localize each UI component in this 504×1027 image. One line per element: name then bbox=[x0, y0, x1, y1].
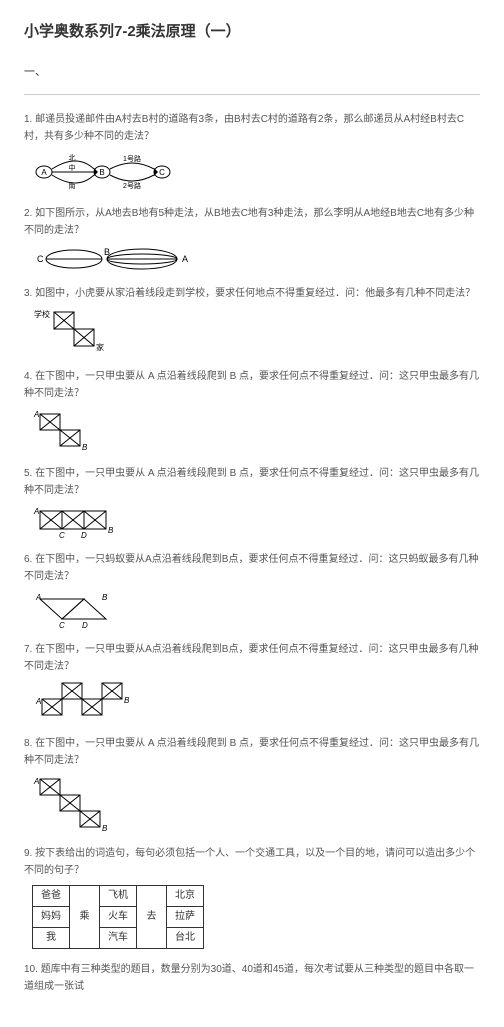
question-1: 1. 邮递员投递邮件由A村去B村的道路有3条，由B村去C村的道路有2条，那么邮递… bbox=[24, 111, 480, 193]
cell-vehicle: 飞机 bbox=[100, 885, 137, 906]
diagram-q8: A B bbox=[32, 775, 480, 833]
label-c: C bbox=[37, 254, 44, 264]
question-body: 如图中，小虎要从家沿着线段走到学校，要求任何地点不得重复经过．问：他最多有几种不… bbox=[35, 288, 475, 299]
cell-dest: 拉萨 bbox=[167, 906, 204, 927]
question-number: 8. bbox=[24, 738, 32, 749]
question-text: 3. 如图中，小虎要从家沿着线段走到学校，要求任何地点不得重复经过．问：他最多有… bbox=[24, 285, 480, 302]
diagram-q3: 学校 家 bbox=[32, 308, 480, 356]
sentence-table: 爸爸 乘 飞机 去 北京 妈妈 火车 拉萨 我 汽车 台北 bbox=[32, 885, 204, 949]
page-title: 小学奥数系列7-2乘法原理（一） bbox=[24, 20, 480, 44]
label-a: A bbox=[33, 777, 39, 786]
label-b: B bbox=[99, 168, 104, 177]
label-a: A bbox=[35, 697, 41, 706]
question-number: 2. bbox=[24, 208, 32, 219]
label-c: C bbox=[159, 168, 165, 177]
question-7: 7. 在下图中，一只甲虫要从A点沿着线段爬到B点，要求任何点不得重复经过．问：这… bbox=[24, 641, 480, 723]
cell-person: 我 bbox=[33, 927, 70, 948]
question-6: 6. 在下图中，一只蚂蚁要从A点沿着线段爬到B点，要求任何点不得重复经过．问：这… bbox=[24, 551, 480, 629]
question-body: 邮递员投递邮件由A村去B村的道路有3条，由B村去C村的道路有2条，那么邮递员从A… bbox=[24, 114, 464, 142]
question-text: 9. 按下表给出的词造句，每句必须包括一个人、一个交通工具，以及一个目的地，请问… bbox=[24, 845, 480, 879]
question-number: 4. bbox=[24, 371, 32, 382]
table-row: 妈妈 火车 拉萨 bbox=[33, 906, 204, 927]
question-9: 9. 按下表给出的词造句，每句必须包括一个人、一个交通工具，以及一个目的地，请问… bbox=[24, 845, 480, 949]
sentence-table-wrap: 爸爸 乘 飞机 去 北京 妈妈 火车 拉萨 我 汽车 台北 bbox=[32, 885, 480, 949]
question-number: 3. bbox=[24, 288, 32, 299]
question-text: 1. 邮递员投递邮件由A村去B村的道路有3条，由B村去C村的道路有2条，那么邮递… bbox=[24, 111, 480, 145]
label-c: C bbox=[59, 621, 65, 629]
label-c: C bbox=[59, 531, 65, 539]
section-divider bbox=[24, 94, 480, 95]
question-5: 5. 在下图中，一只甲虫要从 A 点沿着线段爬到 B 点，要求任何点不得重复经过… bbox=[24, 465, 480, 539]
label-a: A bbox=[35, 593, 41, 602]
label-mid: 中 bbox=[69, 163, 76, 172]
diagram-q1: A B C 北 中 南 1号路 2号路 bbox=[32, 151, 480, 193]
question-body: 在下图中，一只甲虫要从 A 点沿着线段爬到 B 点，要求任何点不得重复经过．问：… bbox=[24, 468, 479, 496]
label-a: A bbox=[33, 507, 39, 516]
label-road2: 2号路 bbox=[123, 181, 141, 190]
diagram-q5: A C D B bbox=[32, 505, 480, 539]
diagram-q6: A B C D bbox=[32, 591, 480, 629]
diagram-q4: A B bbox=[32, 408, 480, 453]
question-number: 1. bbox=[24, 114, 32, 125]
label-home: 家 bbox=[96, 342, 104, 352]
label-d: D bbox=[81, 531, 87, 539]
label-north: 北 bbox=[69, 154, 76, 162]
label-road1: 1号路 bbox=[123, 154, 141, 163]
question-body: 在下图中，一只甲虫要从A点沿着线段爬到B点，要求任何点不得重复经过．问：这只甲虫… bbox=[24, 644, 478, 672]
question-number: 7. bbox=[24, 644, 32, 655]
question-text: 5. 在下图中，一只甲虫要从 A 点沿着线段爬到 B 点，要求任何点不得重复经过… bbox=[24, 465, 480, 499]
cell-verb2: 去 bbox=[137, 885, 167, 948]
cell-dest: 北京 bbox=[167, 885, 204, 906]
cell-vehicle: 火车 bbox=[100, 906, 137, 927]
question-body: 如下图所示，从A地去B地有5种走法，从B地去C地有3种走法，那么李明从A地经B地… bbox=[24, 208, 474, 236]
section-label: 一、 bbox=[24, 64, 480, 82]
question-text: 10. 题库中有三种类型的题目，数量分别为30道、40道和45道，每次考试要从三… bbox=[24, 961, 480, 995]
question-text: 4. 在下图中，一只甲虫要从 A 点沿着线段爬到 B 点，要求任何点不得重复经过… bbox=[24, 368, 480, 402]
diagram-q2: C B A bbox=[32, 245, 480, 273]
label-b: B bbox=[102, 593, 108, 602]
table-row: 我 汽车 台北 bbox=[33, 927, 204, 948]
question-text: 2. 如下图所示，从A地去B地有5种走法，从B地去C地有3种走法，那么李明从A地… bbox=[24, 205, 480, 239]
question-8: 8. 在下图中，一只甲虫要从 A 点沿着线段爬到 B 点，要求任何点不得重复经过… bbox=[24, 735, 480, 833]
question-body: 在下图中，一只蚂蚁要从A点沿着线段爬到B点，要求任何点不得重复经过．问：这只蚂蚁… bbox=[24, 554, 478, 582]
label-a: A bbox=[33, 410, 39, 419]
question-3: 3. 如图中，小虎要从家沿着线段走到学校，要求任何地点不得重复经过．问：他最多有… bbox=[24, 285, 480, 356]
cell-dest: 台北 bbox=[167, 927, 204, 948]
question-number: 9. bbox=[24, 848, 32, 859]
label-a: A bbox=[182, 254, 188, 264]
question-text: 7. 在下图中，一只甲虫要从A点沿着线段爬到B点，要求任何点不得重复经过．问：这… bbox=[24, 641, 480, 675]
cell-person: 妈妈 bbox=[33, 906, 70, 927]
label-b: B bbox=[82, 443, 88, 452]
question-2: 2. 如下图所示，从A地去B地有5种走法，从B地去C地有3种走法，那么李明从A地… bbox=[24, 205, 480, 273]
diagram-q7: A B bbox=[32, 681, 480, 723]
label-a: A bbox=[41, 168, 47, 177]
cell-verb1: 乘 bbox=[70, 885, 100, 948]
label-b: B bbox=[108, 526, 114, 535]
question-text: 8. 在下图中，一只甲虫要从 A 点沿着线段爬到 B 点，要求任何点不得重复经过… bbox=[24, 735, 480, 769]
question-number: 10. bbox=[24, 964, 38, 975]
question-body: 题库中有三种类型的题目，数量分别为30道、40道和45道，每次考试要从三种类型的… bbox=[24, 964, 474, 992]
label-school: 学校 bbox=[34, 309, 50, 319]
table-row: 爸爸 乘 飞机 去 北京 bbox=[33, 885, 204, 906]
label-south: 南 bbox=[69, 181, 76, 190]
question-number: 5. bbox=[24, 468, 32, 479]
label-b: B bbox=[124, 696, 130, 705]
question-number: 6. bbox=[24, 554, 32, 565]
label-b: B bbox=[102, 824, 108, 833]
question-text: 6. 在下图中，一只蚂蚁要从A点沿着线段爬到B点，要求任何点不得重复经过．问：这… bbox=[24, 551, 480, 585]
question-body: 在下图中，一只甲虫要从 A 点沿着线段爬到 B 点，要求任何点不得重复经过．问：… bbox=[24, 738, 479, 766]
question-4: 4. 在下图中，一只甲虫要从 A 点沿着线段爬到 B 点，要求任何点不得重复经过… bbox=[24, 368, 480, 453]
question-10: 10. 题库中有三种类型的题目，数量分别为30道、40道和45道，每次考试要从三… bbox=[24, 961, 480, 995]
cell-vehicle: 汽车 bbox=[100, 927, 137, 948]
label-d: D bbox=[82, 621, 88, 629]
question-body: 在下图中，一只甲虫要从 A 点沿着线段爬到 B 点，要求任何点不得重复经过．问：… bbox=[24, 371, 479, 399]
question-body: 按下表给出的词造句，每句必须包括一个人、一个交通工具，以及一个目的地，请问可以造… bbox=[24, 848, 475, 876]
cell-person: 爸爸 bbox=[33, 885, 70, 906]
